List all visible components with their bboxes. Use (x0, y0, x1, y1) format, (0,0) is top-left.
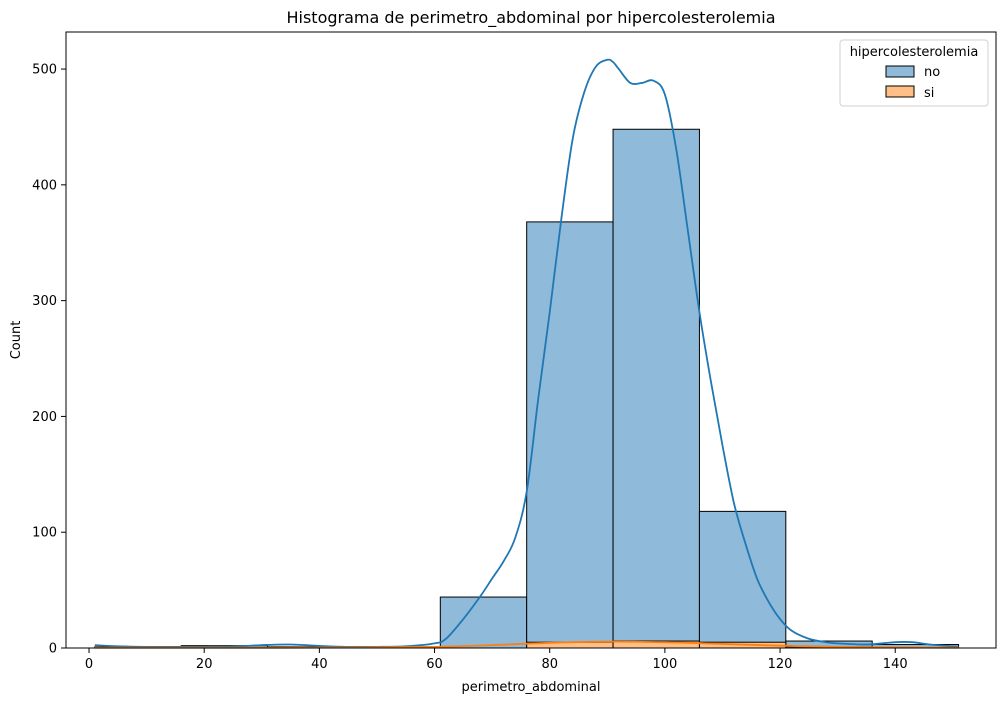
x-tick-label-0: 0 (85, 657, 93, 672)
x-tick-label-100: 100 (652, 657, 677, 672)
chart-title: Histograma de perimetro_abdominal por hi… (286, 8, 775, 28)
x-tick-label-80: 80 (541, 657, 558, 672)
y-tick-label-400: 400 (32, 178, 57, 193)
y-tick-label-300: 300 (32, 294, 57, 309)
x-axis-ticks: 0 20 40 60 80 100 120 140 (85, 648, 908, 672)
y-axis-label: Count (9, 321, 24, 360)
y-axis-ticks: 0 100 200 300 400 500 (32, 63, 66, 657)
x-tick-label-20: 20 (196, 657, 213, 672)
bar-no-4 (439, 596, 528, 649)
plot-frame (65, 31, 997, 649)
legend-title: hipercolesterolemia (850, 45, 979, 60)
legend: hipercolesterolemia no si (839, 39, 989, 107)
x-tick-label-140: 140 (883, 657, 908, 672)
x-tick-label-60: 60 (426, 657, 443, 672)
y-tick-label-0: 0 (49, 642, 57, 657)
legend-label-no: no (924, 65, 940, 80)
x-tick-label-40: 40 (311, 657, 328, 672)
legend-swatch-si (885, 85, 915, 98)
legend-swatch-no (885, 65, 915, 78)
x-axis-label: perimetro_abdominal (462, 680, 601, 695)
legend-label-si: si (924, 86, 934, 101)
y-tick-label-100: 100 (32, 526, 57, 541)
y-tick-label-200: 200 (32, 410, 57, 425)
x-tick-label-120: 120 (768, 657, 793, 672)
y-tick-label-500: 500 (32, 63, 57, 78)
bars-layer (94, 128, 960, 649)
bar-no-5 (526, 221, 614, 649)
bar-no-6 (612, 128, 700, 649)
